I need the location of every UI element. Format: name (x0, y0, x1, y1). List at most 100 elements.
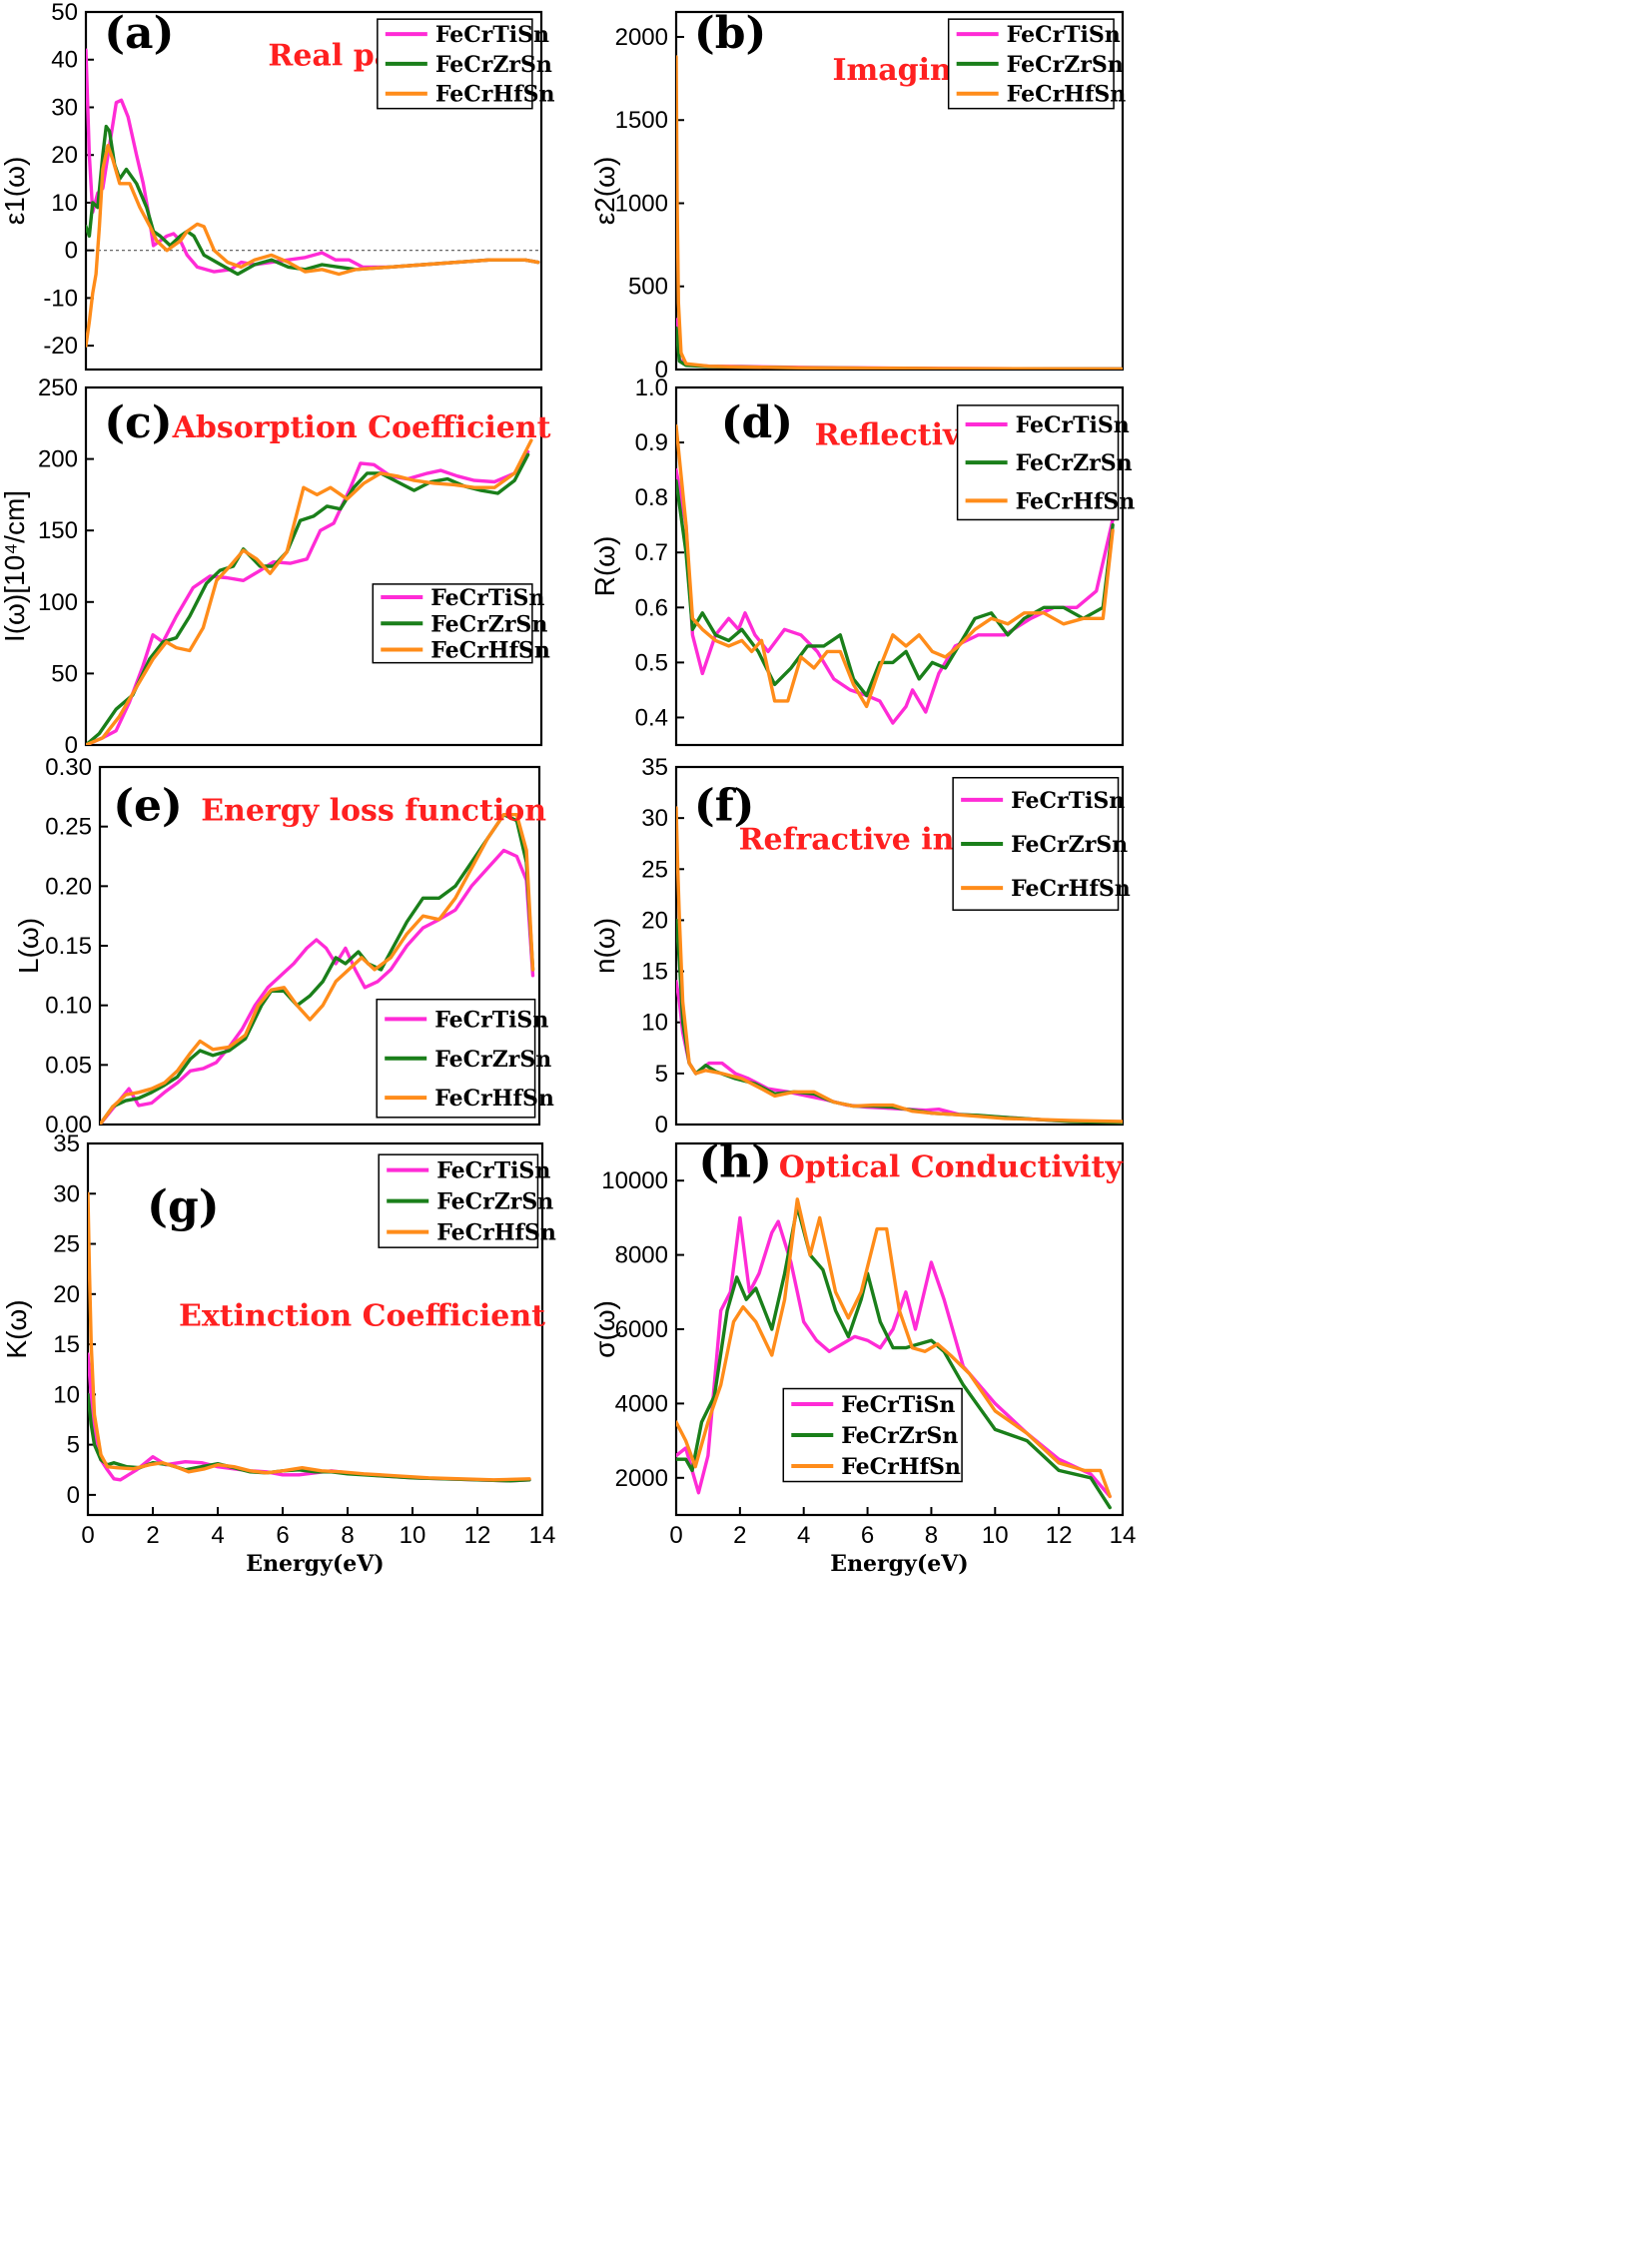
legend-label: FeCrZrSn (435, 52, 552, 78)
y-tick-label: 50 (51, 0, 78, 26)
legend-label: FeCrTiSn (1007, 22, 1121, 48)
x-axis-label: Energy(eV) (830, 1551, 968, 1577)
y-tick-label: 20 (51, 142, 78, 169)
y-tick-label: 100 (38, 589, 78, 616)
y-tick-label: 1500 (615, 107, 668, 134)
y-axis-label: ε2(ω) (589, 157, 620, 226)
x-tick-label: 8 (925, 1522, 938, 1549)
legend: FeCrTiSn FeCrZrSn FeCrHfSn (378, 1153, 556, 1248)
legend-label: FeCrHfSn (430, 638, 550, 664)
x-tick-label: 4 (211, 1522, 224, 1549)
legend-label: FeCrZrSn (1007, 52, 1124, 78)
y-tick-label: 0.20 (45, 873, 92, 900)
y-tick-label: 0.15 (45, 933, 92, 960)
y-tick-label: 150 (38, 517, 78, 544)
series-line-FeCrHfSn (676, 55, 1123, 370)
legend-label: FeCrHfSn (841, 1454, 961, 1480)
panel-label: (b) (694, 8, 766, 59)
panel-label: (d) (721, 397, 793, 448)
y-tick-label: 20 (53, 1281, 80, 1308)
legend-label: FeCrZrSn (1011, 832, 1128, 858)
series-line-FeCrHfSn (86, 438, 533, 745)
y-tick-label: 35 (641, 754, 668, 781)
legend-label: FeCrTiSn (841, 1392, 955, 1418)
y-tick-label: 0 (65, 732, 78, 759)
y-tick-label: 0.9 (635, 429, 668, 456)
y-tick-label: 30 (53, 1180, 80, 1207)
y-tick-label: 25 (53, 1231, 80, 1258)
plot-frame (84, 10, 543, 372)
x-tick-label: 0 (669, 1522, 682, 1549)
y-tick-label: 2000 (615, 1465, 668, 1492)
y-tick-label: 8000 (615, 1242, 668, 1269)
y-tick-label: 6000 (615, 1316, 668, 1343)
y-axis-label: K(ω) (1, 1299, 32, 1358)
y-tick-label: 0 (655, 1112, 668, 1138)
panel-e: 0.00 0.05 0.10 0.15 0.20 0.25 0.30 L(ω) (e) Energ… (13, 754, 554, 1138)
plot-frame (84, 385, 543, 747)
legend-label: FeCrZrSn (434, 1047, 551, 1073)
series-line-FeCrZrSn (676, 1204, 1112, 1510)
x-tick-label: 12 (1046, 1522, 1073, 1549)
y-tick-label: 30 (51, 94, 78, 121)
legend: FeCrTiSn FeCrZrSn FeCrHfSn (956, 404, 1136, 521)
panel-label: (c) (104, 397, 172, 448)
panel-title: Energy loss function (201, 794, 546, 829)
y-tick-label: -20 (43, 333, 78, 360)
legend-label: FeCrZrSn (841, 1423, 958, 1449)
series-line-FeCrTiSn (86, 449, 530, 745)
y-tick-label: 250 (38, 375, 78, 401)
y-tick-label: 10 (53, 1381, 80, 1408)
y-axis-label: σ(ω) (589, 1300, 620, 1358)
panel-d: 0.40.50.60.70.80.91.0R(ω)(d) Reflectivity… (589, 375, 1136, 747)
y-tick-label: 10 (51, 190, 78, 217)
legend-label: FeCrHfSn (436, 1220, 556, 1246)
panel-title: Absorption Coefficient (172, 410, 551, 445)
series-line-FeCrTiSn (676, 980, 1123, 1125)
series-line-FeCrZrSn (86, 452, 530, 745)
panel-label: (h) (698, 1136, 772, 1187)
legend-label: FeCrHfSn (1011, 876, 1131, 902)
y-axis-label: R(ω) (589, 536, 620, 597)
panel-label: (f) (694, 781, 755, 832)
panel-g: 0 5 10 15 20 25 30 35 0 2 4 6 8 10 12 14 K(ω) Energy(eV) (… (1, 1130, 556, 1577)
y-tick-label: 0.8 (635, 484, 668, 511)
y-tick-label: 35 (53, 1130, 80, 1157)
series-line-FeCrZrSn (86, 124, 540, 277)
y-tick-label: -10 (43, 285, 78, 312)
legend-label: FeCrTiSn (1011, 788, 1125, 814)
plot-frame (86, 1141, 544, 1517)
y-tick-label: 10000 (601, 1167, 668, 1194)
y-tick-label: 15 (53, 1331, 80, 1358)
legend: FeCrTiSn FeCrZrSn FeCrHfSn (376, 998, 554, 1119)
legend-label: FeCrTiSn (430, 585, 544, 611)
y-tick-label: 0.7 (635, 539, 668, 566)
series-line-FeCrZrSn (676, 478, 1115, 698)
panel-label: (e) (113, 781, 183, 832)
series-line-FeCrHfSn (86, 144, 540, 348)
x-tick-label: 10 (982, 1522, 1009, 1549)
panel-label: (g) (147, 1181, 219, 1232)
y-axis-label: L(ω) (13, 918, 44, 974)
legend-label: FeCrHfSn (1016, 488, 1136, 514)
x-tick-label: 4 (797, 1522, 810, 1549)
legend: FeCrTiSn FeCrZrSn FeCrHfSn (947, 18, 1127, 110)
legend-label: FeCrZrSn (1016, 450, 1133, 476)
x-tick-label: 14 (529, 1522, 556, 1549)
series-line-FeCrZrSn (676, 326, 1123, 370)
series-line-FeCrTiSn (100, 848, 535, 1125)
y-tick-label: 0.05 (45, 1052, 92, 1079)
series-line-FeCrZrSn (676, 918, 1123, 1125)
y-tick-label: 0 (67, 1482, 80, 1509)
y-tick-label: 50 (51, 660, 78, 687)
series-line-FeCrHfSn (676, 423, 1115, 709)
x-tick-label: 2 (146, 1522, 159, 1549)
series-line-FeCrZrSn (100, 813, 535, 1125)
legend: FeCrTiSn FeCrZrSn FeCrHfSn (952, 776, 1131, 911)
legend-label: FeCrHfSn (1007, 82, 1127, 108)
y-tick-label: 0.10 (45, 993, 92, 1020)
x-tick-label: 12 (464, 1522, 491, 1549)
